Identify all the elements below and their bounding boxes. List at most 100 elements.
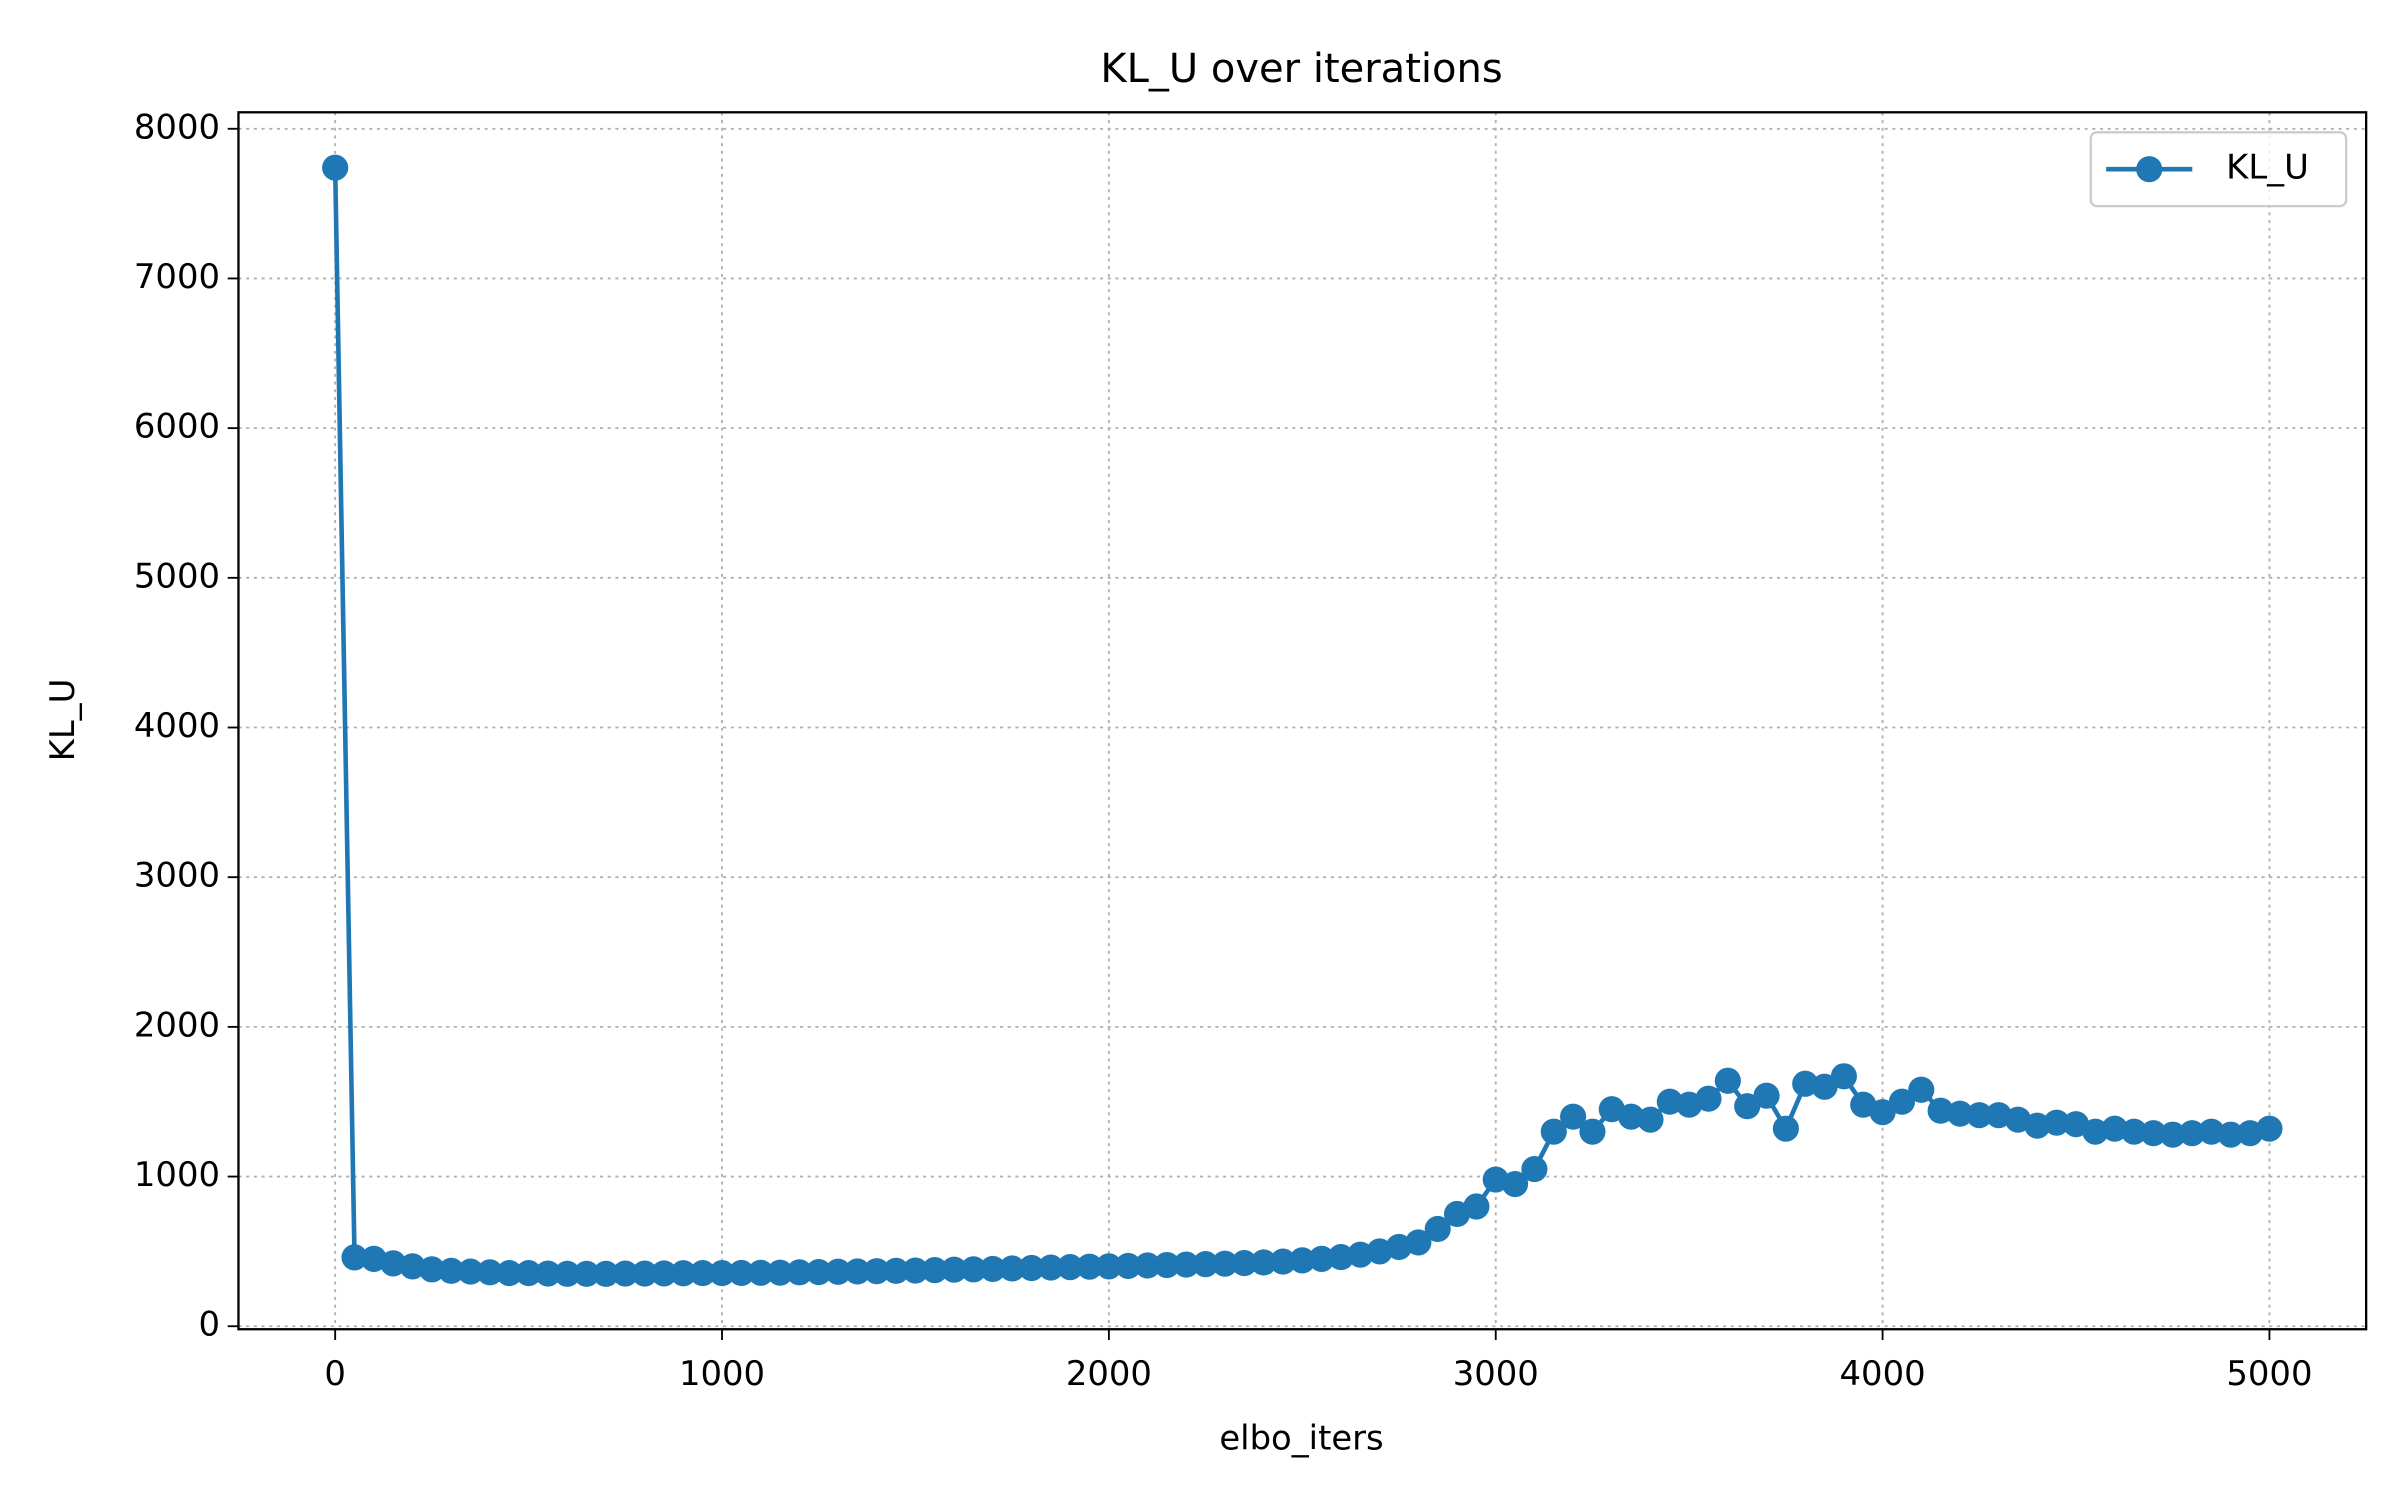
x-tick-label: 5000 <box>2226 1354 2312 1393</box>
data-point <box>2120 1118 2148 1145</box>
data-point <box>341 1244 368 1271</box>
data-point <box>979 1255 1006 1282</box>
data-point <box>1869 1099 1896 1126</box>
data-point <box>1018 1254 1045 1282</box>
data-point <box>476 1259 503 1286</box>
data-point <box>1211 1250 1239 1277</box>
data-point <box>1289 1247 1316 1274</box>
data-point <box>1192 1251 1219 1278</box>
data-point <box>1502 1170 1529 1198</box>
data-point <box>1714 1067 1741 1094</box>
data-point <box>1927 1097 1954 1124</box>
data-point <box>380 1250 407 1277</box>
data-point <box>554 1260 581 1287</box>
x-tick-label: 3000 <box>1453 1354 1539 1393</box>
y-tick-label: 0 <box>198 1305 220 1344</box>
data-point <box>592 1260 620 1287</box>
data-point <box>1830 1063 1857 1090</box>
data-point <box>1231 1249 1258 1277</box>
data-point <box>728 1259 755 1287</box>
data-point <box>573 1260 600 1287</box>
plot-frame <box>237 111 2368 1331</box>
x-tick-label: 4000 <box>1840 1354 1926 1393</box>
data-point <box>786 1259 813 1286</box>
data-point <box>805 1258 832 1286</box>
data-point <box>844 1258 871 1285</box>
data-point <box>650 1260 678 1287</box>
data-point <box>1792 1070 1819 1097</box>
legend: KL_U <box>2089 131 2348 208</box>
data-point <box>2198 1118 2225 1145</box>
x-axis-label: elbo_iters <box>1219 1419 1383 1458</box>
data-point <box>747 1259 774 1286</box>
data-point <box>1115 1252 1142 1279</box>
y-tick-label: 7000 <box>134 257 220 296</box>
data-point <box>1327 1244 1355 1271</box>
data-point <box>2024 1112 2051 1139</box>
data-point <box>438 1257 465 1284</box>
data-point <box>1405 1229 1432 1256</box>
chart-title: KL_U over iterations <box>1100 46 1502 92</box>
data-point <box>1888 1088 1916 1115</box>
data-point <box>1134 1252 1161 1279</box>
data-point <box>883 1257 910 1284</box>
data-point <box>1308 1245 1335 1272</box>
data-point <box>689 1260 716 1287</box>
data-point <box>322 154 349 181</box>
data-point <box>1095 1253 1122 1280</box>
data-point <box>2043 1109 2070 1136</box>
data-point <box>1173 1251 1200 1278</box>
data-point <box>2082 1118 2109 1145</box>
data-point <box>1695 1085 1722 1112</box>
data-point <box>960 1256 987 1283</box>
data-point <box>902 1257 929 1284</box>
y-axis-label: KL_U <box>43 679 82 762</box>
legend-box <box>2089 131 2348 208</box>
y-tick-label: 8000 <box>134 107 220 146</box>
y-tick-label: 5000 <box>134 556 220 595</box>
y-tick-label: 1000 <box>134 1155 220 1194</box>
data-point <box>1037 1254 1064 1281</box>
y-tick-label: 3000 <box>134 856 220 895</box>
legend-label: KL_U <box>2226 148 2309 187</box>
data-point <box>1753 1082 1780 1109</box>
data-point <box>921 1257 948 1284</box>
data-point <box>863 1258 890 1285</box>
data-point <box>1811 1073 1838 1100</box>
data-point <box>1076 1253 1103 1280</box>
data-point <box>1656 1088 1683 1115</box>
data-point <box>2178 1120 2206 1147</box>
data-point <box>1734 1093 1761 1120</box>
data-point <box>631 1260 658 1287</box>
y-tick-label: 2000 <box>134 1005 220 1044</box>
data-point <box>612 1260 639 1287</box>
data-point <box>1908 1076 1935 1103</box>
data-point <box>670 1260 697 1287</box>
data-point <box>999 1255 1026 1282</box>
data-point <box>2140 1120 2167 1147</box>
data-point <box>1946 1100 1974 1127</box>
data-point <box>496 1260 523 1287</box>
data-point <box>515 1260 542 1287</box>
data-point <box>1521 1155 1548 1183</box>
data-point <box>399 1253 426 1280</box>
data-point <box>1618 1103 1645 1130</box>
data-point <box>1057 1254 1084 1281</box>
data-point <box>534 1260 562 1287</box>
x-tick-label: 0 <box>324 1354 346 1393</box>
data-point <box>2101 1115 2128 1142</box>
data-point <box>2256 1115 2283 1142</box>
data-point <box>1772 1115 1799 1142</box>
data-point <box>1637 1106 1664 1133</box>
data-point <box>1347 1241 1374 1268</box>
legend-marker <box>2136 156 2163 183</box>
data-point <box>825 1258 852 1285</box>
x-tick-label: 1000 <box>679 1354 765 1393</box>
x-tick-label: 2000 <box>1066 1354 1152 1393</box>
y-tick-label: 6000 <box>134 407 220 446</box>
data-point <box>941 1256 968 1283</box>
y-tick-label: 4000 <box>134 706 220 745</box>
data-point <box>1540 1118 1567 1145</box>
